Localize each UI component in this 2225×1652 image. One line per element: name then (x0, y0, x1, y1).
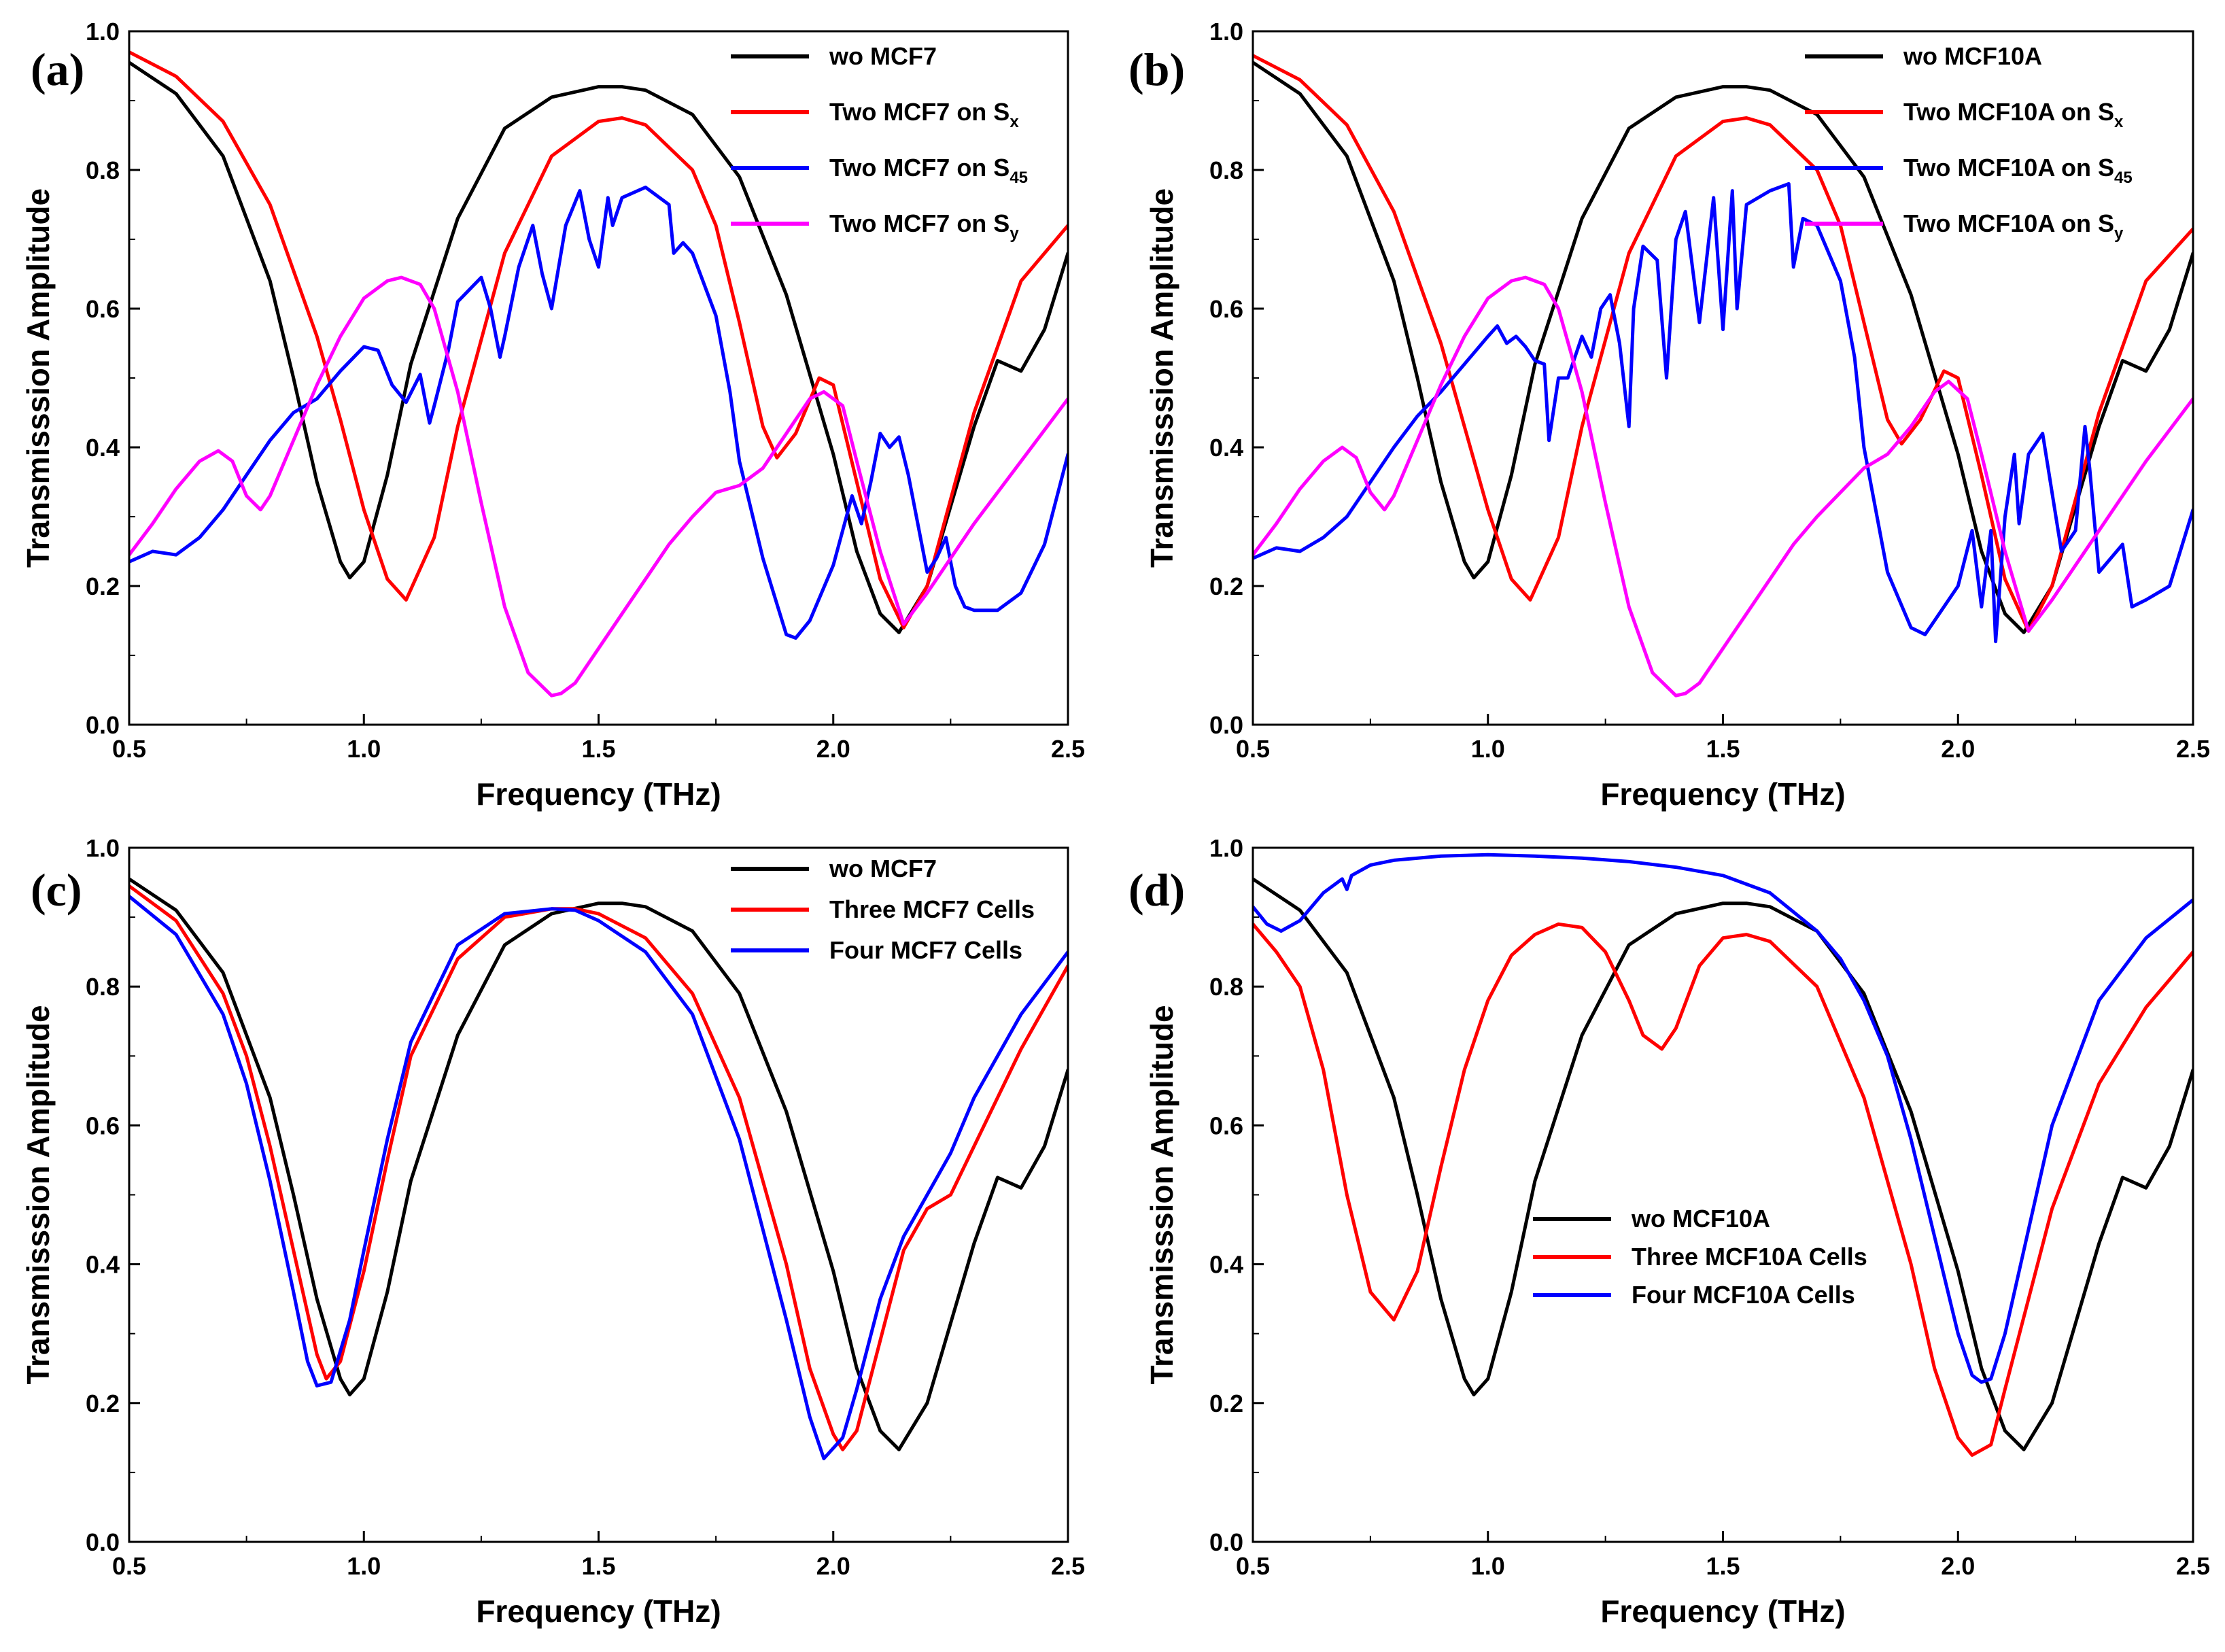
series-line-1 (1253, 61, 2193, 634)
x-axis-title: Frequency (THz) (476, 776, 721, 812)
x-axis-title: Frequency (THz) (1600, 776, 1845, 812)
y-tick-label: 0.4 (1209, 1251, 1243, 1279)
y-tick-label: 0.2 (86, 572, 120, 600)
x-tick-label: 1.5 (1706, 1552, 1740, 1580)
y-tick-label: 0.8 (86, 973, 120, 1001)
series-line-3 (1253, 853, 2193, 1384)
y-tick-label: 1.0 (86, 18, 120, 46)
y-axis-title: Transmisssion Amplitude (20, 1005, 56, 1384)
x-tick-label: 2.0 (816, 1552, 850, 1580)
series-line-4 (129, 275, 1068, 698)
panel-label: (b) (1128, 44, 1185, 95)
x-tick-label: 1.0 (1471, 1552, 1505, 1580)
y-tick-label: 1.0 (1209, 18, 1243, 46)
legend-entry: wo MCF10A (1631, 1205, 1770, 1233)
x-tick-label: 2.5 (1051, 1552, 1085, 1580)
y-tick-label: 0.6 (1209, 295, 1243, 323)
series-line-2 (129, 884, 1068, 1451)
series-line-2 (129, 50, 1068, 630)
legend-entry: Three MCF10A Cells (1632, 1243, 1867, 1271)
panel-c: 0.5 1.0 1.5 2.0 2.5 0.0 0.2 0.4 0.6 0.8 1.0 Frequen… (20, 834, 1085, 1629)
plot-frame (128, 30, 1069, 726)
legend: wo MCF10A Three MCF10A Cells Four MCF10A C… (1533, 1205, 1867, 1309)
legend: wo MCF7 Three MCF7 Cells Four MCF7 Cells (731, 855, 1035, 964)
y-tick-label: 0.8 (86, 156, 120, 184)
x-tick-label: 1.5 (581, 735, 615, 763)
y-tick-label: 0.0 (1209, 711, 1243, 739)
x-tick-label: 2.5 (2176, 1552, 2210, 1580)
plot-frame (1252, 846, 2194, 1543)
x-tick-label: 2.5 (2176, 735, 2210, 763)
series-line-3 (1253, 182, 2193, 644)
legend-entry: wo MCF10A (1903, 42, 2042, 70)
panel-label: (a) (31, 44, 84, 95)
y-tick-label: 0.4 (86, 1251, 120, 1279)
x-tick-label: 1.5 (1706, 735, 1740, 763)
legend-entry: Two MCF7 on Sx (829, 98, 1019, 131)
x-tick-label: 0.5 (1236, 735, 1270, 763)
x-tick-label: 1.0 (1471, 735, 1505, 763)
legend-entry: Two MCF10A on S45 (1903, 154, 2133, 187)
legend-entry: wo MCF7 (829, 42, 937, 70)
plot-frame (1252, 30, 2194, 726)
legend-entry: Four MCF10A Cells (1632, 1281, 1855, 1309)
series-line-1 (129, 877, 1068, 1451)
y-tick-label: 0.8 (1209, 156, 1243, 184)
y-tick-label: 1.0 (1209, 834, 1243, 862)
x-tick-label: 1.0 (347, 735, 381, 763)
y-tick-label: 0.6 (86, 1112, 120, 1139)
y-tick-label: 0.4 (1209, 434, 1243, 462)
x-axis-title: Frequency (THz) (476, 1594, 721, 1629)
x-tick-label: 2.0 (1941, 735, 1975, 763)
y-tick-label: 0.0 (86, 711, 120, 739)
y-tick-label: 0.0 (86, 1528, 120, 1556)
x-tick-label: 2.0 (816, 735, 850, 763)
x-tick-label: 0.5 (112, 735, 146, 763)
legend-entry: Three MCF7 Cells (829, 895, 1035, 923)
y-tick-label: 0.6 (1209, 1112, 1243, 1139)
legend: wo MCF10A Two MCF10A on Sx Two MCF10A on S… (1805, 42, 2133, 243)
y-tick-label: 1.0 (86, 834, 120, 862)
series-line-1 (129, 61, 1068, 634)
series-line-4 (1253, 275, 2193, 698)
panel-label: (d) (1128, 864, 1185, 916)
y-tick-label: 0.4 (86, 434, 120, 462)
series-line-1 (1253, 877, 2193, 1451)
y-tick-label: 0.8 (1209, 973, 1243, 1001)
panel-a: 0.5 1.0 1.5 2.0 2.5 0.0 0.2 0.4 0.6 0.8 1.0 Frequen… (20, 18, 1085, 812)
y-tick-label: 0.2 (1209, 572, 1243, 600)
legend-entry: Two MCF7 on S45 (829, 154, 1028, 187)
series-line-3 (129, 186, 1068, 640)
legend-entry: wo MCF7 (829, 855, 937, 882)
y-axis-title: Transmisssion Amplitude (1144, 188, 1179, 568)
legend-entry: Four MCF7 Cells (829, 936, 1022, 964)
panel-d: 0.5 1.0 1.5 2.0 2.5 0.0 0.2 0.4 0.6 0.8 1.0 Frequen… (1128, 834, 2210, 1629)
y-tick-label: 0.2 (86, 1390, 120, 1417)
series-line-2 (1253, 54, 2193, 633)
y-axis-title: Transmisssion Amplitude (1144, 1005, 1179, 1384)
legend: wo MCF7 Two MCF7 on Sx Two MCF7 on S45 Two … (731, 42, 1028, 243)
x-tick-label: 0.5 (112, 1552, 146, 1580)
y-axis-title: Transmisssion Amplitude (20, 188, 56, 568)
x-tick-label: 2.5 (1051, 735, 1085, 763)
y-tick-label: 0.2 (1209, 1390, 1243, 1417)
x-tick-label: 0.5 (1236, 1552, 1270, 1580)
x-tick-label: 2.0 (1941, 1552, 1975, 1580)
y-tick-label: 0.0 (1209, 1528, 1243, 1556)
x-axis-title: Frequency (THz) (1600, 1594, 1845, 1629)
legend-entry: Two MCF10A on Sy (1903, 209, 2124, 243)
panel-label: (c) (31, 864, 82, 916)
x-tick-label: 1.5 (581, 1552, 615, 1580)
panel-b: 0.5 1.0 1.5 2.0 2.5 0.0 0.2 0.4 0.6 0.8 1.0 Frequen… (1128, 18, 2210, 812)
x-tick-label: 1.0 (347, 1552, 381, 1580)
legend-entry: Two MCF10A on Sx (1903, 98, 2124, 131)
legend-entry: Two MCF7 on Sy (829, 209, 1019, 243)
series-line-3 (129, 895, 1068, 1460)
series-line-2 (1253, 922, 2193, 1457)
y-tick-label: 0.6 (86, 295, 120, 323)
